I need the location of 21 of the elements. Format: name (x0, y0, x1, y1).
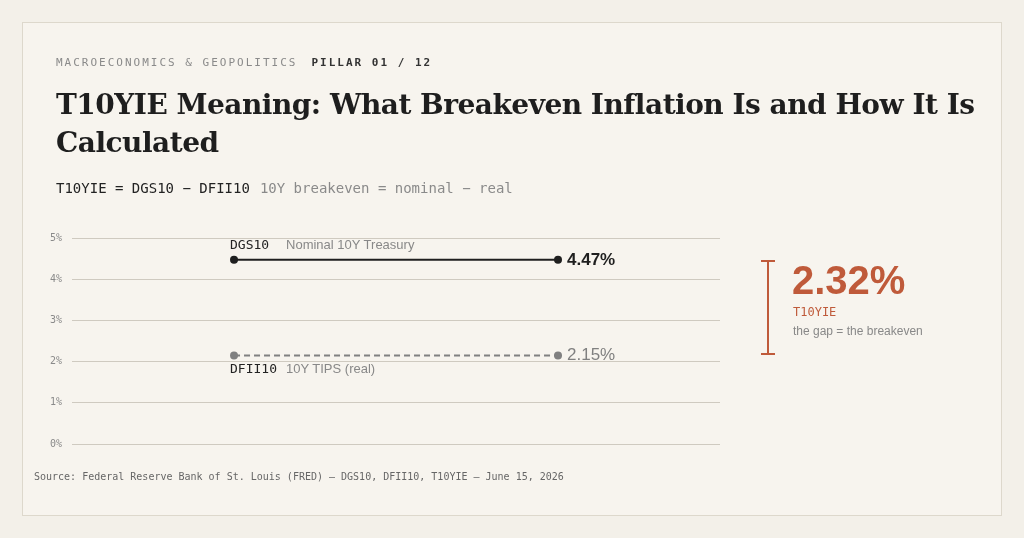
series-label: DFII10 (230, 360, 277, 376)
data-label: 4.47% (567, 249, 616, 269)
text: 2.32% (792, 258, 906, 303)
data-label: 2.15% (567, 345, 616, 365)
chart-title: T10YIE Meaning: What Breakeven Inflation Is and How It Is Calculated (56, 87, 976, 161)
series-label: DGS10 (230, 237, 270, 253)
text: PILLAR 01 / 12 (311, 56, 433, 69)
text: 10Y breakeven = nominal − real (259, 180, 513, 196)
y-tick-label: 0% (49, 437, 63, 449)
text: T10YIE (793, 305, 837, 319)
y-tick-label: 4% (49, 272, 63, 284)
annotation: 10Y TIPS (real) (286, 361, 376, 376)
annotation: Nominal 10Y Treasury (286, 237, 415, 253)
y-tick-label: 5% (49, 231, 63, 243)
text: the gap = the breakeven (793, 324, 923, 338)
y-tick-label: 1% (49, 396, 63, 408)
chart-subtitle: T10YIE = DGS10 − DFII10 (56, 180, 250, 196)
source-note: Source: Federal Reserve Bank of St. Louis (FRED) — DGS10, DFII10, T10YIE — June 15, 2026 (34, 471, 564, 482)
y-tick-label: 2% (49, 355, 63, 367)
text: MACROECONOMICS & GEOPOLITICS (56, 56, 298, 69)
y-tick-label: 3% (49, 313, 63, 325)
